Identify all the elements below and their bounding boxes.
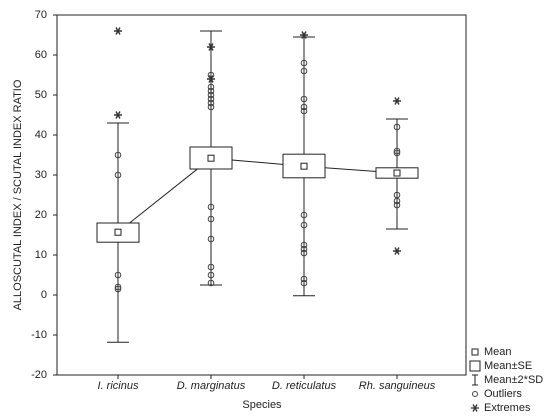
y-tick-label: 40 xyxy=(35,129,47,141)
outlier xyxy=(207,87,215,95)
y-tick-label: 50 xyxy=(35,89,47,101)
x-axis-label: Species xyxy=(242,399,282,411)
x-tick-label: Rh. sanguineus xyxy=(359,380,436,392)
legend-label: Outliers xyxy=(484,388,522,400)
outlier xyxy=(393,197,401,205)
extreme xyxy=(393,247,401,255)
outlier xyxy=(300,107,308,115)
outlier xyxy=(207,235,215,243)
outlier xyxy=(300,275,308,283)
outlier xyxy=(114,285,122,293)
legend-label: Mean±2*SD xyxy=(484,374,543,386)
y-tick-label: -20 xyxy=(31,369,47,381)
legend-label: Mean±SE xyxy=(484,360,532,372)
extreme xyxy=(207,75,215,83)
outlier xyxy=(114,283,122,291)
y-tick-label: 30 xyxy=(35,169,47,181)
legend-se xyxy=(469,360,481,372)
y-axis-label: ALLOSCUTAL INDEX / SCUTAL INDEX RATIO xyxy=(12,79,24,310)
y-tick-label: 60 xyxy=(35,49,47,61)
outlier xyxy=(393,147,401,155)
mean-line xyxy=(117,157,398,233)
outlier xyxy=(207,203,215,211)
outlier xyxy=(300,241,308,249)
outlier xyxy=(207,215,215,223)
outlier xyxy=(300,59,308,67)
outlier xyxy=(300,279,308,287)
outlier xyxy=(207,91,215,99)
outlier xyxy=(300,221,308,229)
outlier xyxy=(207,95,215,103)
extreme xyxy=(114,111,122,119)
extreme xyxy=(207,43,215,51)
outlier xyxy=(300,95,308,103)
plot-frame xyxy=(56,14,467,376)
legend-mean xyxy=(471,348,479,356)
outlier xyxy=(393,123,401,131)
extreme xyxy=(393,97,401,105)
y-tick-label: -10 xyxy=(31,329,47,341)
outlier xyxy=(300,249,308,257)
legend-sd xyxy=(472,374,478,386)
mean-marker xyxy=(300,162,308,170)
y-tick-label: 20 xyxy=(35,209,47,221)
mean-marker xyxy=(114,228,122,236)
extreme xyxy=(114,27,122,35)
outlier xyxy=(207,271,215,279)
legend-label: Mean xyxy=(484,346,512,358)
outlier xyxy=(300,211,308,219)
outlier xyxy=(207,263,215,271)
y-tick-label: 70 xyxy=(35,9,47,21)
x-tick-label: D. marginatus xyxy=(177,380,246,392)
x-tick-label: I. ricinus xyxy=(98,380,139,392)
legend-label: Extremes xyxy=(484,402,531,414)
mean-marker xyxy=(207,154,215,162)
y-tick-label: 0 xyxy=(41,289,47,301)
outlier xyxy=(300,103,308,111)
extreme xyxy=(300,31,308,39)
y-tick-label: 10 xyxy=(35,249,47,261)
outlier xyxy=(114,151,122,159)
outlier xyxy=(207,103,215,111)
outlier xyxy=(207,99,215,107)
outlier xyxy=(393,149,401,157)
outlier xyxy=(207,83,215,91)
outlier xyxy=(114,271,122,279)
outlier xyxy=(300,245,308,253)
legend-outlier xyxy=(472,391,478,397)
legend-extreme xyxy=(471,404,479,412)
outlier xyxy=(393,201,401,209)
mean-marker xyxy=(393,169,401,177)
outlier xyxy=(114,171,122,179)
outlier xyxy=(207,279,215,287)
outlier xyxy=(300,67,308,75)
x-tick-label: D. reticulatus xyxy=(272,380,337,392)
